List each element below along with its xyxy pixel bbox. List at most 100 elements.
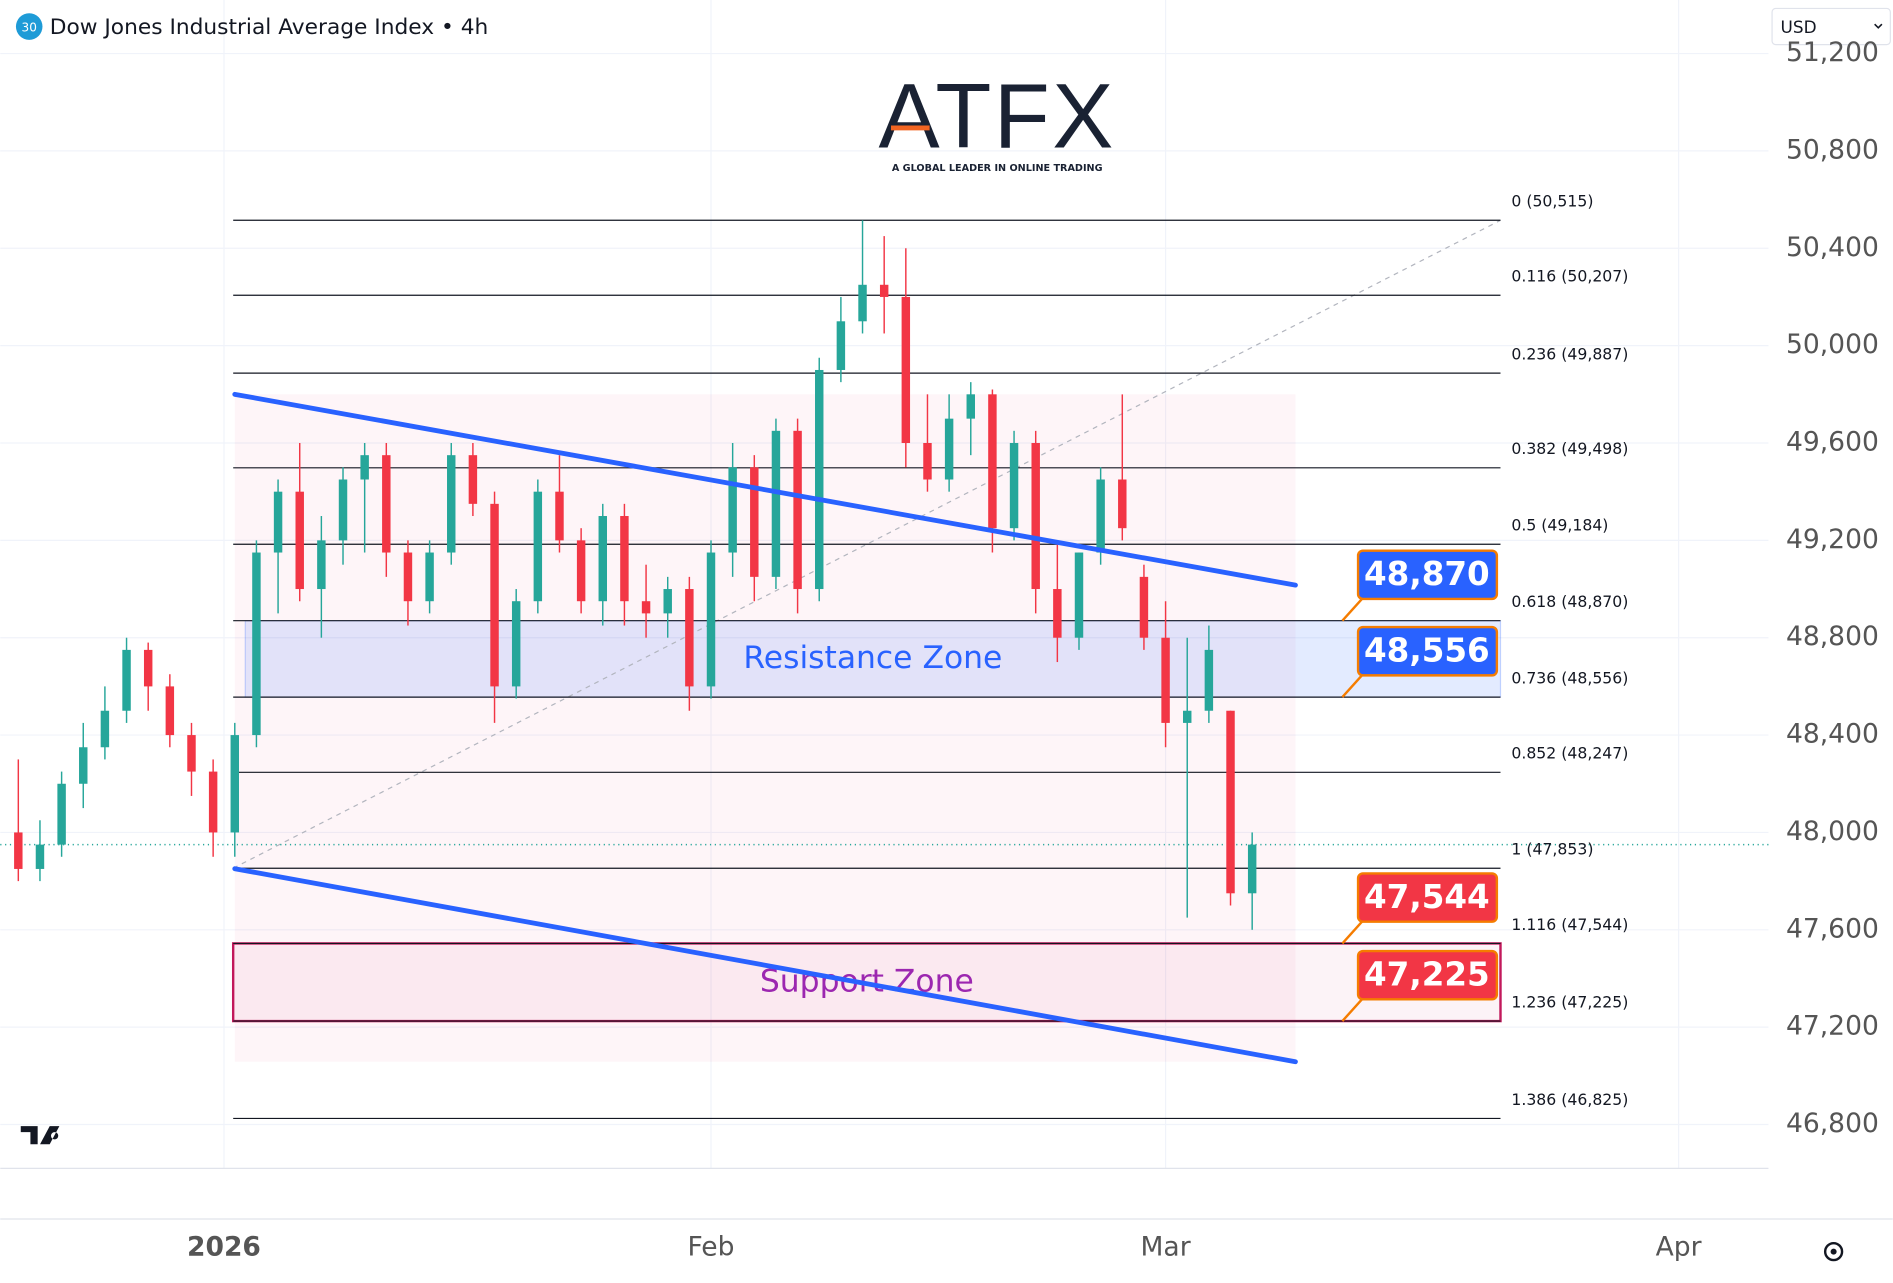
candle-body: [360, 455, 369, 480]
candle-body: [555, 491, 564, 541]
candle-body: [511, 601, 521, 687]
price-tag-label: 48,870: [1364, 555, 1490, 593]
tv-logo[interactable]: [20, 1126, 60, 1145]
candle-body: [403, 552, 413, 602]
candle-body: [663, 589, 672, 614]
candle-body: [706, 552, 716, 687]
channel-line: [232, 391, 1298, 588]
fib-label: 0.236 (49,887): [1511, 345, 1628, 364]
y-tick-label: 50,000: [1786, 329, 1879, 360]
candle-body: [858, 284, 867, 322]
price-tag-label: 47,544: [1364, 878, 1490, 916]
candle-body: [1139, 576, 1149, 638]
candle-body: [1074, 552, 1084, 638]
fib-label: 0.852 (48,247): [1511, 744, 1628, 763]
symbol-title: Dow Jones Industrial Average Index • 4h: [50, 15, 489, 40]
fib-label: 1 (47,853): [1511, 840, 1593, 859]
candle-body: [1183, 710, 1192, 723]
logo-name: ATFX: [879, 65, 1116, 167]
candle-body: [468, 455, 478, 504]
candle-body: [836, 321, 846, 370]
price-tag-label: 47,225: [1364, 955, 1490, 993]
candle-body: [252, 552, 261, 736]
candle-body: [230, 735, 240, 833]
candle-body: [57, 783, 66, 845]
candle-body: [815, 369, 824, 590]
interval: 4h: [461, 15, 489, 40]
candle-body: [750, 467, 759, 577]
fib-label: 0.5 (49,184): [1511, 516, 1608, 535]
candle-body: [576, 540, 586, 602]
currency-dropdown[interactable]: [1771, 7, 1891, 46]
candle-body: [490, 503, 499, 687]
candle-body: [187, 735, 196, 772]
candle-body: [100, 710, 110, 748]
currency[interactable]: USD: [1781, 17, 1817, 37]
candle-body: [966, 394, 975, 419]
y-tick-label: 48,000: [1786, 816, 1879, 847]
candle-body: [317, 540, 326, 590]
candle-body: [1096, 479, 1105, 553]
fib-label: 0.618 (48,870): [1511, 592, 1628, 611]
candle-body: [1204, 649, 1214, 711]
channel-line: [232, 866, 1298, 1065]
dropdown-arrow: [1874, 23, 1883, 29]
gear[interactable]: [1823, 1241, 1844, 1262]
price-tag-label: 48,556: [1364, 631, 1490, 669]
candle-body: [901, 296, 911, 443]
candle-body: [1009, 442, 1019, 529]
candle-body: [879, 284, 889, 297]
candle-body: [273, 491, 283, 553]
symbol-icon: [15, 13, 43, 40]
candle-body: [598, 516, 607, 602]
y-tick-label: 49,200: [1786, 524, 1879, 555]
fib-label: 1.386 (46,825): [1511, 1090, 1628, 1109]
candle-body: [1226, 710, 1235, 894]
y-tick-label: 47,600: [1786, 913, 1879, 944]
logo: ATFX A GLOBAL LEADER IN ONLINE TRADING: [879, 65, 1116, 173]
y-tick-label: 50,400: [1786, 232, 1879, 263]
candle-body: [641, 601, 651, 614]
y-tick-label: 51,200: [1786, 37, 1879, 68]
candle-body: [35, 844, 45, 869]
x-tick-label: Apr: [1656, 1231, 1702, 1262]
price-tag: [1356, 625, 1499, 677]
candle-body: [79, 747, 88, 784]
tag-pointer: [1341, 672, 1366, 698]
x-tick-label: 2026: [187, 1231, 261, 1262]
candle-body: [208, 771, 218, 833]
y-tick-label: 50,800: [1786, 134, 1879, 165]
candle-body: [685, 589, 694, 687]
tag-pointer: [1341, 595, 1366, 622]
candle-body: [923, 442, 932, 480]
candle-body: [1053, 589, 1062, 638]
candle-body: [1247, 844, 1257, 894]
tag-pointer: [1341, 918, 1366, 945]
candle-body: [382, 455, 391, 553]
candle-body: [338, 479, 348, 541]
symbol-icon-text: 30: [22, 20, 37, 34]
price-tag: [1356, 949, 1499, 1001]
fib-label: 0.116 (50,207): [1511, 267, 1628, 286]
candle-body: [988, 394, 997, 529]
settings-icon[interactable]: [1823, 1241, 1844, 1262]
y-tick-label: 48,400: [1786, 719, 1879, 750]
candle-body: [14, 832, 23, 869]
x-tick-label: Mar: [1141, 1231, 1191, 1262]
fib-label: 0 (50,515): [1511, 192, 1593, 211]
candle-body: [447, 455, 456, 553]
candle-body: [1161, 637, 1170, 723]
candle-body: [165, 686, 175, 736]
price-tag: [1356, 872, 1499, 923]
candle-body: [944, 418, 954, 480]
separator: •: [441, 15, 454, 40]
zone-label: Resistance Zone: [743, 640, 1002, 676]
y-tick-label: 48,800: [1786, 621, 1879, 652]
candle-body: [122, 649, 131, 711]
y-tick-label: 49,600: [1786, 426, 1879, 457]
header: 30 Dow Jones Industrial Average Index • …: [15, 7, 1891, 46]
gear-center[interactable]: [1830, 1248, 1837, 1255]
